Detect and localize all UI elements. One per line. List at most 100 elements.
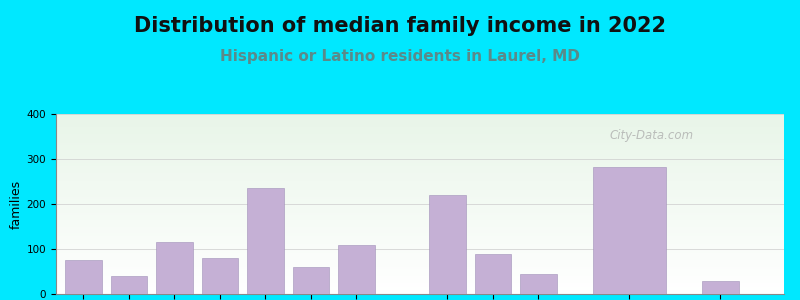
Bar	[56, 114, 784, 116]
Bar	[56, 271, 784, 272]
Bar	[56, 281, 784, 283]
Bar	[56, 206, 784, 208]
Bar	[56, 134, 784, 136]
Bar	[65, 260, 102, 294]
Bar	[56, 204, 784, 206]
Bar	[56, 242, 784, 244]
Bar	[56, 186, 784, 188]
Bar	[56, 269, 784, 271]
Bar	[56, 217, 784, 218]
Bar	[56, 157, 784, 159]
Bar	[56, 184, 784, 186]
Bar	[56, 199, 784, 200]
Bar	[56, 220, 784, 222]
Bar	[56, 240, 784, 242]
Bar	[56, 195, 784, 197]
Bar	[56, 146, 784, 148]
Bar	[56, 125, 784, 127]
Bar	[56, 193, 784, 195]
Bar	[56, 224, 784, 226]
Bar	[56, 278, 784, 280]
Bar	[56, 290, 784, 292]
Bar	[56, 177, 784, 179]
Bar	[474, 254, 511, 294]
Bar	[110, 276, 147, 294]
Bar	[56, 289, 784, 290]
Bar	[247, 188, 283, 294]
Bar	[56, 172, 784, 173]
Bar	[56, 170, 784, 172]
Bar	[56, 249, 784, 251]
Bar	[56, 251, 784, 253]
Bar	[56, 139, 784, 141]
Bar	[56, 123, 784, 125]
Bar	[56, 211, 784, 213]
Bar	[56, 260, 784, 262]
Bar	[56, 179, 784, 181]
Bar	[56, 141, 784, 143]
Bar	[56, 143, 784, 145]
Text: Distribution of median family income in 2022: Distribution of median family income in …	[134, 16, 666, 37]
Bar	[56, 145, 784, 146]
Bar	[520, 274, 557, 294]
Bar	[56, 137, 784, 139]
Bar	[338, 244, 374, 294]
Bar	[56, 283, 784, 285]
Bar	[56, 128, 784, 130]
Bar	[56, 191, 784, 193]
Bar	[56, 136, 784, 137]
Bar	[56, 119, 784, 121]
Bar	[56, 231, 784, 233]
Bar	[56, 254, 784, 256]
Bar	[56, 208, 784, 209]
Bar	[293, 267, 329, 294]
Bar	[56, 163, 784, 164]
Bar	[56, 213, 784, 215]
Bar	[56, 166, 784, 168]
Bar	[56, 236, 784, 238]
Bar	[56, 256, 784, 258]
Bar	[56, 155, 784, 157]
Bar	[56, 222, 784, 224]
Bar	[56, 274, 784, 276]
Bar	[56, 173, 784, 175]
Bar	[56, 235, 784, 236]
Bar	[156, 242, 193, 294]
Text: Hispanic or Latino residents in Laurel, MD: Hispanic or Latino residents in Laurel, …	[220, 50, 580, 64]
Bar	[56, 226, 784, 227]
Bar	[56, 181, 784, 182]
Bar	[56, 132, 784, 134]
Bar	[56, 247, 784, 249]
Bar	[56, 116, 784, 118]
Bar	[56, 218, 784, 220]
Bar	[56, 202, 784, 204]
Bar	[56, 200, 784, 202]
Bar	[56, 197, 784, 199]
Bar	[56, 168, 784, 170]
Bar	[56, 209, 784, 211]
Bar	[56, 130, 784, 132]
Bar	[702, 281, 738, 294]
Bar	[56, 292, 784, 294]
Bar	[56, 245, 784, 247]
Bar	[56, 164, 784, 166]
Bar	[56, 152, 784, 154]
Bar	[56, 148, 784, 150]
Bar	[56, 244, 784, 245]
Bar	[56, 154, 784, 155]
Bar	[56, 238, 784, 240]
Bar	[56, 267, 784, 269]
Bar	[56, 272, 784, 274]
Bar	[56, 280, 784, 281]
Bar	[56, 276, 784, 278]
Bar	[56, 118, 784, 119]
Bar	[56, 159, 784, 161]
Bar	[56, 253, 784, 254]
Bar	[56, 121, 784, 123]
Bar	[56, 150, 784, 152]
Bar	[56, 287, 784, 289]
Bar	[56, 227, 784, 229]
Bar	[56, 127, 784, 128]
Bar	[56, 182, 784, 184]
Bar	[593, 167, 666, 294]
